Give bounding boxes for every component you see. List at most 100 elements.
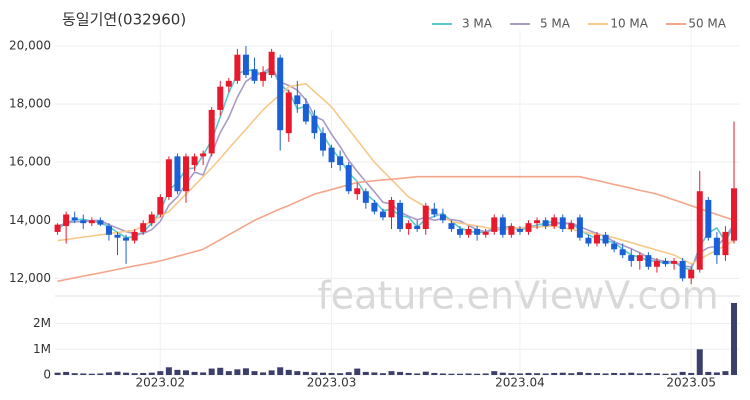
x-tick-label: 2023.04 [495, 376, 545, 390]
candle-body [294, 95, 301, 105]
volume-bar [722, 371, 729, 375]
volume-bar [285, 369, 292, 375]
candle-body [80, 220, 87, 224]
volume-bar [388, 371, 395, 375]
candle-body [628, 255, 635, 261]
candle-body [63, 214, 70, 227]
volume-bar [534, 373, 541, 375]
candle-body [525, 223, 532, 232]
volume-bar [422, 371, 429, 375]
volume-bar [696, 349, 703, 375]
volume-bar [311, 372, 318, 375]
candle-body [337, 156, 344, 166]
volume-bar [320, 372, 327, 375]
candle-body [568, 223, 575, 229]
candle-body [148, 214, 155, 224]
volume-bar [379, 373, 386, 375]
volume-bar [208, 368, 215, 375]
volume-bar [688, 372, 695, 375]
volume-bar [551, 372, 558, 375]
volume-bar [448, 373, 455, 375]
volume-bar [525, 372, 532, 375]
volume-bar [140, 372, 147, 375]
candle-body [619, 249, 626, 256]
legend-label: 3 MA [462, 17, 493, 31]
moving-average-line [57, 175, 735, 283]
volume-bar [594, 373, 601, 375]
volume-tick-label: 2M [33, 316, 51, 330]
volume-bar [114, 371, 121, 375]
volume-bar [54, 372, 61, 375]
chart-title: 동일기연(032960) [62, 11, 186, 29]
candle-body [713, 237, 720, 256]
candle-body [328, 147, 335, 163]
volume-bar [705, 371, 712, 375]
candle-body [534, 220, 541, 224]
moving-average-line [57, 65, 735, 268]
candle-body [388, 199, 395, 218]
volume-bar [653, 373, 660, 375]
volume-bar [508, 373, 515, 375]
candle-body [474, 228, 481, 235]
candle-body [662, 260, 669, 264]
candle-body [371, 202, 378, 212]
candle-body [191, 156, 198, 166]
candle-body [114, 234, 121, 238]
candle-body [422, 205, 429, 229]
volume-bar [611, 372, 618, 375]
volume-bar [294, 371, 301, 375]
candle-body [585, 237, 592, 244]
x-tick-label: 2023.02 [136, 376, 186, 390]
volume-bar [71, 373, 78, 375]
candle-body [234, 54, 241, 81]
candle-body [671, 260, 678, 264]
volume-bar [123, 372, 130, 375]
y-tick-label: 16,000 [9, 155, 51, 169]
candle-body [559, 217, 566, 229]
candle-body [251, 69, 258, 81]
volume-bar [200, 372, 207, 375]
candle-body [217, 86, 224, 110]
legend-label: 50 MA [688, 17, 726, 31]
volume-bar [97, 373, 104, 375]
candle-body [602, 234, 609, 244]
candle-body [576, 217, 583, 238]
candle-body [696, 191, 703, 270]
volume-bar [474, 373, 481, 375]
volume-bar [645, 372, 652, 375]
candle-body [97, 220, 104, 225]
candle-body [594, 234, 601, 244]
candle-body [482, 231, 489, 235]
candle-body [499, 217, 506, 235]
candle-body [457, 228, 464, 235]
volume-bar [217, 367, 224, 375]
candle-body [225, 80, 232, 87]
volume-bar [491, 371, 498, 375]
volume-bar [148, 372, 155, 375]
candle-body [157, 197, 164, 215]
volume-bar [465, 373, 472, 375]
volume-bar [131, 373, 138, 375]
candle-body [465, 228, 472, 235]
volume-bar [671, 373, 678, 375]
x-tick-label: 2023.03 [307, 376, 357, 390]
volume-bar [431, 372, 438, 375]
volume-bar [559, 372, 566, 375]
volume-bar [105, 372, 112, 375]
volume-bar [354, 368, 361, 375]
volume-bar [585, 372, 592, 375]
candle-body [302, 104, 309, 122]
volume-bar [191, 371, 198, 375]
moving-average-line [57, 67, 735, 271]
volume-bar [260, 372, 267, 375]
candle-body [491, 217, 498, 232]
volume-bar [302, 371, 309, 375]
candle-body [705, 199, 712, 238]
volume-bar [268, 370, 275, 375]
legend-label: 5 MA [540, 17, 571, 31]
volume-bar [619, 373, 626, 375]
volume-bar [414, 373, 421, 375]
moving-average-line [57, 82, 735, 265]
candle-body [636, 255, 643, 261]
